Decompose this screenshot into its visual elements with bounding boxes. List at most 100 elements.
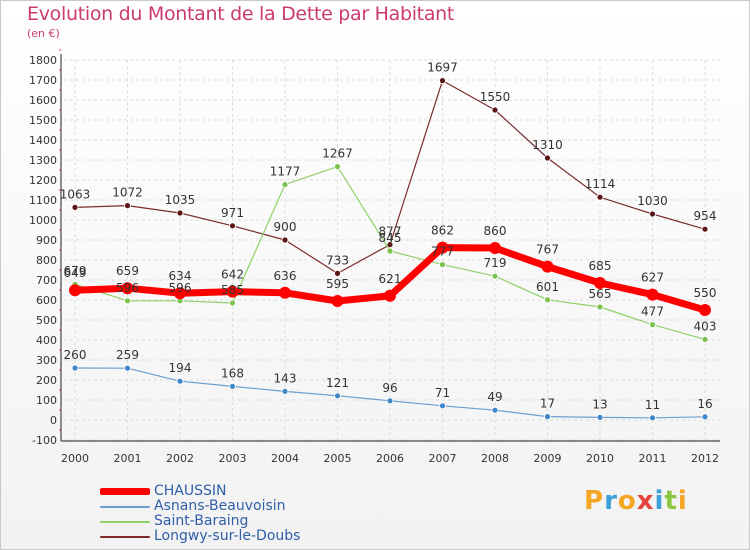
data-point	[226, 285, 239, 298]
data-label: 636	[274, 269, 297, 283]
data-point	[649, 321, 656, 329]
data-point	[174, 287, 186, 300]
data-point	[491, 406, 499, 414]
data-label: 1072	[112, 186, 143, 200]
data-point	[121, 282, 134, 295]
data-point	[491, 106, 499, 114]
data-label: 121	[326, 376, 349, 390]
data-point	[699, 304, 711, 316]
data-point	[436, 241, 449, 254]
y-tick-label: 1000	[29, 214, 57, 227]
data-point	[701, 225, 709, 233]
data-point	[596, 193, 604, 201]
data-label: 565	[589, 287, 612, 301]
data-label: 550	[694, 286, 717, 300]
data-label: 596	[116, 281, 139, 295]
data-label: 1177	[270, 165, 301, 179]
y-tick-label: 1200	[29, 174, 57, 187]
x-tick-label: 2000	[61, 452, 89, 465]
data-label: 143	[274, 371, 297, 385]
data-point	[544, 296, 551, 304]
data-point	[594, 277, 606, 289]
data-point	[544, 413, 551, 421]
data-label: 16	[697, 397, 712, 411]
data-label: 260	[64, 348, 87, 362]
y-tick-label: 1600	[29, 94, 57, 107]
y-tick-label: 600	[36, 294, 57, 307]
data-label: 621	[379, 272, 402, 286]
y-tick-label: 1300	[29, 154, 57, 167]
data-label: 13	[592, 397, 607, 411]
legend-item: CHAUSSIN	[100, 484, 300, 499]
data-label: 1114	[585, 177, 616, 191]
data-point	[69, 284, 81, 297]
data-point	[646, 288, 659, 301]
data-point	[386, 247, 394, 255]
y-tick-label: 100	[36, 394, 57, 407]
y-tick-label: 800	[36, 254, 57, 267]
data-label: 954	[694, 209, 717, 223]
data-label: 971	[221, 206, 244, 220]
data-point	[124, 202, 131, 210]
legend-item: Longwy-sur-le-Doubs	[100, 529, 300, 544]
data-point	[331, 295, 344, 307]
data-label: 733	[326, 253, 349, 267]
data-label: 1697	[427, 61, 458, 75]
data-label: 96	[382, 381, 397, 395]
data-point	[176, 377, 184, 385]
data-label: 845	[379, 231, 402, 245]
data-point	[334, 269, 341, 277]
y-tick-label: 1800	[29, 54, 57, 67]
data-point	[489, 242, 501, 254]
data-label: 862	[431, 224, 454, 238]
data-label: 860	[484, 224, 507, 238]
data-label: 595	[326, 277, 349, 291]
y-tick-label: 700	[36, 274, 57, 287]
x-tick-label: 2004	[271, 452, 299, 465]
data-point	[281, 236, 289, 244]
data-point	[386, 397, 394, 405]
data-label: 649	[64, 266, 87, 280]
chart-title: Evolution du Montant de la Dette par Hab…	[27, 3, 455, 25]
data-label: 679	[64, 264, 87, 278]
data-label: 194	[169, 361, 192, 375]
data-label: 627	[641, 271, 664, 285]
data-label: 1035	[165, 193, 196, 207]
legend-label: CHAUSSIN	[154, 483, 227, 499]
data-point	[334, 392, 341, 400]
data-label: 659	[116, 264, 139, 278]
x-tick-label: 2005	[324, 452, 352, 465]
data-label: 1310	[532, 138, 563, 152]
legend-swatch	[100, 520, 150, 523]
x-tick-label: 2006	[376, 452, 404, 465]
y-tick-label: 1700	[29, 74, 57, 87]
data-label: 17	[540, 397, 555, 411]
data-label: 777	[431, 245, 454, 259]
data-label: 477	[641, 305, 664, 319]
data-point	[176, 209, 184, 217]
legend-label: Longwy-sur-le-Doubs	[154, 528, 301, 544]
data-point	[596, 303, 604, 311]
data-point	[71, 203, 79, 211]
legend-label: Saint-Baraing	[154, 513, 249, 529]
legend-item: Asnans-Beauvoisin	[100, 499, 300, 514]
x-tick-label: 2009	[534, 452, 562, 465]
x-tick-label: 2011	[639, 452, 667, 465]
data-point	[281, 387, 289, 395]
y-tick-label: 300	[36, 354, 57, 367]
data-point	[71, 364, 79, 372]
data-point	[124, 364, 131, 372]
data-point	[596, 413, 604, 421]
y-tick-label: 1400	[29, 134, 57, 147]
y-tick-label: 400	[36, 334, 57, 347]
data-label: 877	[379, 225, 402, 239]
y-tick-label: 900	[36, 234, 57, 247]
data-label: 596	[169, 281, 192, 295]
y-tick-label: 1500	[29, 114, 57, 127]
legend-label: Asnans-Beauvoisin	[154, 498, 286, 514]
proxiti-logo: Proxiti	[584, 486, 688, 516]
legend-swatch	[100, 535, 150, 538]
data-label: 634	[169, 269, 192, 283]
data-point	[649, 210, 656, 218]
